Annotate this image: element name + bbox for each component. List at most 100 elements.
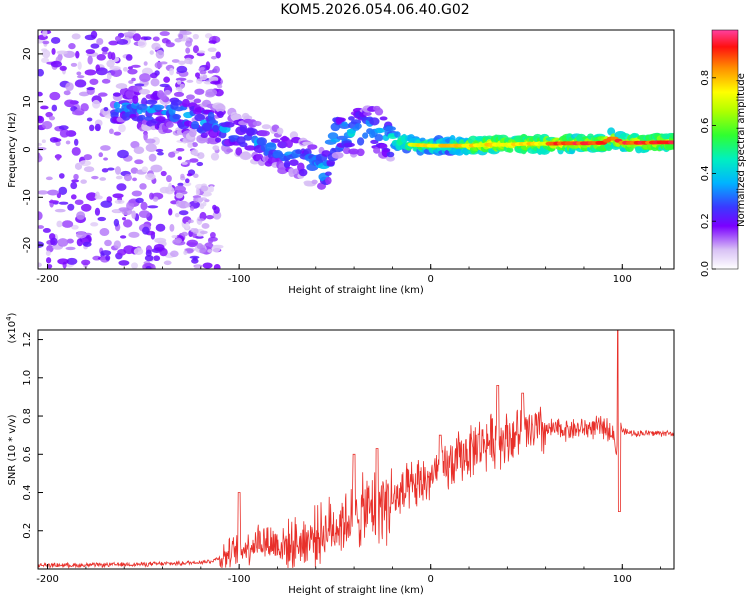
spectrogram-cell bbox=[115, 175, 123, 180]
spectrogram-cell bbox=[95, 64, 101, 72]
spectrogram-cell bbox=[379, 116, 388, 121]
spectrogram-cell bbox=[165, 121, 174, 128]
spectrogram-cell bbox=[183, 250, 188, 256]
spectrogram-cell bbox=[99, 177, 107, 181]
spectrogram-cell bbox=[152, 36, 160, 42]
spectrogram-cell bbox=[70, 62, 78, 67]
spectrogram-cell bbox=[210, 55, 217, 60]
spectrogram-cell bbox=[42, 227, 51, 233]
spectrogram-cell bbox=[212, 124, 220, 133]
spectrogram-cell bbox=[45, 250, 51, 256]
spectrogram-cell bbox=[71, 179, 79, 183]
spectrogram-cell bbox=[118, 124, 126, 133]
spectrogram-cell bbox=[179, 83, 185, 89]
snr-plot-area bbox=[38, 330, 674, 569]
spectrogram-cell bbox=[338, 117, 346, 122]
spectrogram-cell bbox=[89, 78, 99, 85]
spectrogram-cell bbox=[201, 223, 210, 229]
spectrogram-cell bbox=[47, 189, 59, 196]
spectrogram-cell bbox=[186, 79, 194, 83]
colorbar-ticks: 0.0 0.2 0.4 0.6 0.8 bbox=[700, 70, 716, 277]
spectrogram-cell bbox=[386, 151, 395, 158]
spectrogram-cell bbox=[149, 192, 154, 200]
spectrogram-cell bbox=[356, 137, 365, 146]
spectrogram-cell bbox=[193, 98, 202, 104]
spectrogram-cell bbox=[40, 105, 49, 110]
spectrogram-cell bbox=[108, 40, 119, 46]
spectrogram-cell bbox=[76, 75, 85, 79]
spectrogram-cell bbox=[138, 210, 151, 218]
spectrogram-cell bbox=[145, 266, 152, 269]
spectrogram-cell bbox=[100, 200, 113, 208]
spectrogram-cell bbox=[102, 51, 108, 55]
spectrogram-cell bbox=[123, 173, 132, 182]
spectrogram-cell bbox=[192, 256, 198, 261]
spectrogram-cell bbox=[235, 147, 243, 156]
spectrogram-cell bbox=[239, 142, 248, 148]
spectrogram-cell bbox=[38, 154, 43, 163]
spectrogram-cell bbox=[70, 181, 78, 190]
spectrogram-cell bbox=[145, 143, 157, 153]
spectrogram-cell bbox=[127, 68, 138, 75]
spectrogram-cell bbox=[103, 157, 109, 161]
spectrogram-cell bbox=[155, 223, 166, 232]
spectrogram-cell bbox=[90, 43, 100, 49]
spectrogram-cell bbox=[164, 89, 171, 96]
spectrogram-x-axis-label: Height of straight line (km) bbox=[288, 285, 424, 296]
spectrogram-cell bbox=[134, 159, 144, 165]
spectrogram-cell bbox=[207, 47, 217, 52]
spectrogram-cell bbox=[207, 111, 215, 121]
spectrogram-cell bbox=[80, 103, 89, 112]
spectrogram-cell bbox=[123, 245, 135, 255]
spectrogram-cell bbox=[118, 207, 130, 212]
spectrogram-cell bbox=[252, 120, 262, 127]
spectrogram-cell bbox=[207, 70, 215, 74]
spectrogram-cell bbox=[137, 39, 147, 48]
spectrogram-y-ticks: -20 -10 0 10 20 bbox=[22, 48, 43, 253]
spectrogram-cell bbox=[38, 115, 45, 124]
spectrogram-cell bbox=[94, 123, 101, 132]
spectrogram-cell bbox=[145, 138, 156, 144]
spectrogram-cell bbox=[192, 33, 199, 40]
spectrogram-cell bbox=[140, 201, 148, 211]
spectrogram-cell bbox=[185, 221, 190, 230]
spectrogram-cell bbox=[101, 46, 109, 53]
spectrogram-cell bbox=[348, 116, 355, 121]
spectrogram-cell bbox=[174, 212, 180, 218]
chart-title: KOM5.2026.054.06.40.G02 bbox=[280, 2, 470, 18]
spectrogram-cell bbox=[139, 114, 146, 121]
spectrogram-cell bbox=[56, 220, 63, 228]
spectrogram-cell bbox=[53, 138, 62, 142]
spectrogram-cell bbox=[126, 201, 135, 211]
spectrogram-cell bbox=[150, 78, 160, 87]
spectrogram-cell bbox=[131, 262, 138, 269]
spectrogram-cell bbox=[132, 33, 141, 42]
spectrogram-cell bbox=[166, 175, 172, 183]
spectrogram-cell bbox=[68, 43, 76, 50]
spectrogram-cell bbox=[66, 257, 78, 265]
spectrogram-cell bbox=[213, 65, 220, 74]
spectrogram-cell bbox=[170, 250, 179, 258]
spectrogram-cell bbox=[207, 249, 213, 253]
spectrogram-cell bbox=[239, 152, 252, 161]
spectrogram-cell bbox=[175, 192, 184, 199]
spectrogram-cell bbox=[128, 231, 140, 238]
spectrogram-cell bbox=[98, 152, 104, 158]
spectrogram-cell bbox=[77, 61, 82, 70]
spectrogram-cell bbox=[104, 239, 112, 247]
spectrogram-cell bbox=[50, 237, 58, 246]
spectrogram-cell bbox=[86, 87, 95, 91]
spectrogram-cell bbox=[101, 168, 109, 173]
spectrogram-cell bbox=[59, 129, 70, 138]
spectrogram-cell bbox=[90, 222, 99, 227]
spectrogram-cell bbox=[143, 61, 148, 66]
spectrogram-cell bbox=[74, 199, 84, 205]
spectrogram-cell bbox=[172, 114, 182, 120]
spectrogram-cell bbox=[186, 94, 195, 100]
spectrogram-cell bbox=[186, 173, 193, 177]
x-tick-label: -100 bbox=[228, 274, 251, 285]
y-tick-label: 0.4 bbox=[22, 485, 33, 501]
spectrogram-cell bbox=[202, 262, 213, 269]
spectrogram-cell bbox=[204, 33, 213, 39]
